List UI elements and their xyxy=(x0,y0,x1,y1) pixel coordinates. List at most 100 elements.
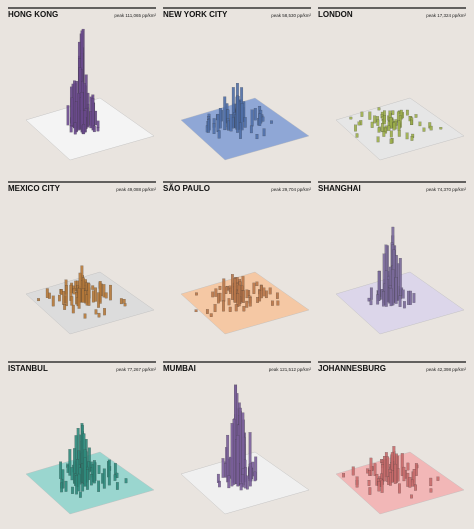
density-spike xyxy=(407,290,410,305)
density-spike xyxy=(223,96,227,131)
density-spike xyxy=(236,293,240,307)
peak-density: peak 111,065 pp/km² xyxy=(114,13,156,18)
density-spike xyxy=(229,114,233,132)
density-spike xyxy=(368,487,372,495)
density-spike xyxy=(205,309,209,314)
density-spike xyxy=(227,475,231,489)
density-spike xyxy=(258,290,262,302)
density-spike xyxy=(429,125,433,131)
density-spike xyxy=(113,474,117,481)
density-spike xyxy=(401,289,405,299)
density-spike xyxy=(381,123,384,133)
density-spike xyxy=(213,304,217,312)
density-spike xyxy=(253,108,257,121)
density-spike xyxy=(393,463,397,484)
peak-density: peak 42,398 pp/km² xyxy=(426,367,466,372)
density-spike xyxy=(123,303,127,307)
density-spike xyxy=(66,105,70,126)
density-spike xyxy=(252,282,256,294)
density-spike xyxy=(342,473,346,478)
density-spike xyxy=(360,111,364,117)
density-spike xyxy=(68,449,72,476)
density-spike xyxy=(79,491,82,498)
density-spike xyxy=(58,294,61,302)
density-spike xyxy=(239,122,242,139)
density-spike xyxy=(373,463,377,476)
density-spike xyxy=(93,460,96,484)
density-spike xyxy=(65,285,68,307)
density-spike xyxy=(71,304,75,314)
density-spike xyxy=(96,127,100,132)
density-spike xyxy=(246,475,249,490)
density-spike xyxy=(97,312,101,318)
density-spike xyxy=(63,304,67,310)
density-spike xyxy=(405,109,409,116)
density-spike xyxy=(429,488,433,493)
density-spike xyxy=(69,125,73,133)
density-spike xyxy=(218,108,222,129)
map-base xyxy=(180,271,310,335)
density-spike xyxy=(87,283,91,306)
density-spike xyxy=(242,290,245,303)
city-panel: LONDON peak 17,324 pp/km² xyxy=(318,7,466,161)
density-spike xyxy=(377,127,381,133)
density-spike xyxy=(414,484,417,491)
density-spike xyxy=(389,288,393,307)
density-spike xyxy=(217,293,220,304)
density-spike xyxy=(236,435,240,487)
city-name: SÃO PAULO xyxy=(163,184,210,193)
density-spike xyxy=(370,121,374,128)
density-spike xyxy=(77,473,81,492)
density-spike xyxy=(51,295,55,307)
density-spike xyxy=(226,434,230,483)
density-spike xyxy=(369,287,373,300)
density-spike xyxy=(391,110,395,115)
density-spike xyxy=(398,483,401,494)
density-spike xyxy=(389,130,393,138)
density-spike xyxy=(377,107,381,111)
density-spike xyxy=(402,466,406,482)
density-spike xyxy=(380,479,384,493)
density-spike xyxy=(222,300,225,312)
density-spike xyxy=(37,298,40,302)
density-spike xyxy=(400,453,404,476)
density-spike xyxy=(109,284,112,301)
density-spike xyxy=(355,133,359,138)
density-spike xyxy=(211,291,215,298)
density-spike xyxy=(376,119,380,126)
density-spike xyxy=(92,125,96,133)
city-name: NEW YORK CITY xyxy=(163,10,228,19)
city-panel: MEXICO CITY peak 49,088 pp/km² xyxy=(8,181,156,335)
density-spike xyxy=(97,465,101,474)
city-name: JOHANNESBURG xyxy=(318,364,386,373)
density-spike xyxy=(241,474,245,488)
density-spike xyxy=(230,423,234,487)
density-spike xyxy=(381,291,385,307)
density-spike xyxy=(70,467,74,481)
density-spike xyxy=(376,136,380,143)
density-spike xyxy=(369,457,373,476)
density-spike xyxy=(103,308,106,316)
density-spike xyxy=(91,290,95,303)
density-spike xyxy=(392,122,396,131)
density-spike xyxy=(368,470,371,476)
city-panel: MUMBAI peak 121,512 pp/km² xyxy=(163,361,311,515)
density-spike xyxy=(414,114,418,118)
density-spike xyxy=(83,457,87,487)
map-base xyxy=(180,97,310,161)
density-spike xyxy=(124,478,128,484)
density-spike xyxy=(194,309,198,313)
city-panel: JOHANNESBURG peak 42,398 pp/km² xyxy=(318,361,466,515)
peak-density: peak 74,370 pp/km² xyxy=(426,187,466,192)
density-spike xyxy=(405,132,409,140)
density-spike xyxy=(268,287,272,295)
density-spike xyxy=(397,120,401,131)
density-spike xyxy=(107,459,111,486)
density-spike xyxy=(373,115,377,124)
density-spike xyxy=(62,291,65,305)
density-spike xyxy=(242,306,246,312)
density-spike xyxy=(391,269,395,306)
peak-density: peak 49,088 pp/km² xyxy=(116,187,156,192)
density-spike xyxy=(86,469,89,490)
